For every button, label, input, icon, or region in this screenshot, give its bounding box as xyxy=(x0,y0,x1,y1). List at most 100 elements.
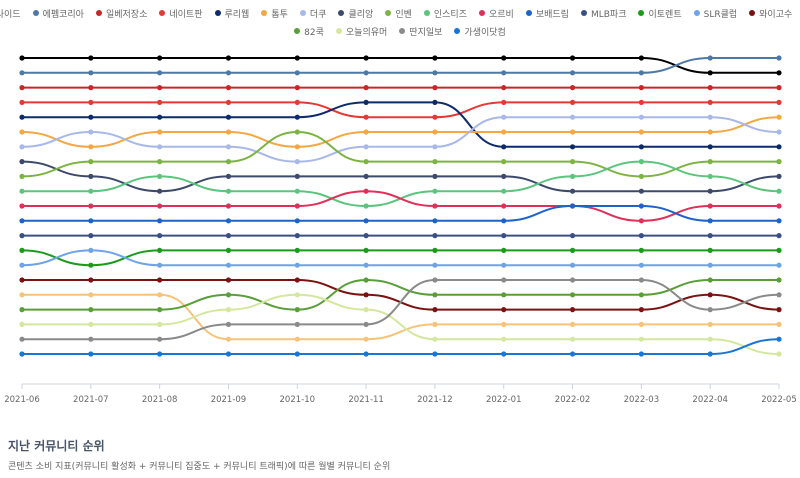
data-point-13-5[interactable] xyxy=(294,233,300,239)
data-point-11-8[interactable] xyxy=(501,203,507,209)
data-point-12-6[interactable] xyxy=(363,218,369,224)
data-point-9-5[interactable] xyxy=(294,129,300,135)
legend-item-13[interactable]: MLB파크 xyxy=(580,7,626,20)
data-point-16-2[interactable] xyxy=(88,277,94,283)
data-point-17-9[interactable] xyxy=(569,321,576,327)
data-point-1-10[interactable] xyxy=(638,55,644,61)
legend-item-20[interactable]: 딴지일보 xyxy=(399,25,442,38)
data-point-7-9[interactable] xyxy=(569,114,576,120)
data-point-18-12[interactable] xyxy=(776,277,782,283)
data-point-4-3[interactable] xyxy=(157,99,163,105)
data-point-12-11[interactable] xyxy=(707,218,713,224)
data-point-19-1[interactable] xyxy=(19,321,25,327)
data-point-21-5[interactable] xyxy=(294,351,300,357)
data-point-9-1[interactable] xyxy=(19,173,25,179)
series-line-8[interactable] xyxy=(21,160,780,193)
data-point-5-5[interactable] xyxy=(294,114,300,120)
data-point-16-5[interactable] xyxy=(294,277,300,283)
legend-item-2[interactable]: 에펨코리아 xyxy=(32,7,84,20)
data-point-14-6[interactable] xyxy=(363,247,369,253)
data-point-11-6[interactable] xyxy=(363,188,369,194)
data-point-7-4[interactable] xyxy=(225,144,232,150)
data-point-20-9[interactable] xyxy=(569,277,576,283)
data-point-9-8[interactable] xyxy=(501,159,507,165)
data-point-15-5[interactable] xyxy=(294,262,300,268)
data-point-19-10[interactable] xyxy=(638,336,644,342)
data-point-2-8[interactable] xyxy=(501,70,507,76)
data-point-21-11[interactable] xyxy=(707,351,713,357)
data-point-17-5[interactable] xyxy=(294,336,300,342)
data-point-13-11[interactable] xyxy=(707,233,713,239)
data-point-19-9[interactable] xyxy=(569,336,576,342)
data-point-12-10[interactable] xyxy=(638,203,644,209)
data-point-5-11[interactable] xyxy=(707,144,713,150)
legend-item-14[interactable]: 이토렌트 xyxy=(638,7,682,20)
data-point-16-7[interactable] xyxy=(432,307,438,313)
series-line-1[interactable] xyxy=(22,57,779,74)
data-point-8-7[interactable] xyxy=(432,173,438,179)
data-point-7-8[interactable] xyxy=(501,114,507,120)
data-point-1-4[interactable] xyxy=(225,55,232,61)
data-point-3-5[interactable] xyxy=(294,85,300,91)
data-point-20-12[interactable] xyxy=(776,292,782,298)
data-point-16-6[interactable] xyxy=(363,292,369,298)
data-point-10-6[interactable] xyxy=(363,203,369,209)
data-point-11-2[interactable] xyxy=(88,203,94,209)
data-point-14-4[interactable] xyxy=(225,247,232,253)
data-point-6-3[interactable] xyxy=(157,129,163,135)
data-point-8-4[interactable] xyxy=(225,173,232,179)
data-point-10-4[interactable] xyxy=(225,188,232,194)
data-point-9-3[interactable] xyxy=(157,159,163,165)
data-point-20-6[interactable] xyxy=(363,321,369,327)
data-point-20-10[interactable] xyxy=(638,277,644,283)
data-point-11-5[interactable] xyxy=(294,203,300,209)
data-point-16-10[interactable] xyxy=(638,307,644,313)
data-point-8-12[interactable] xyxy=(776,173,782,179)
data-point-15-12[interactable] xyxy=(776,262,782,268)
data-point-10-2[interactable] xyxy=(88,188,94,194)
legend-item-21[interactable]: 가생이닷컴 xyxy=(454,25,506,38)
data-point-1-1[interactable] xyxy=(19,55,25,61)
data-point-17-2[interactable] xyxy=(88,292,94,298)
data-point-3-9[interactable] xyxy=(569,85,576,91)
series-line-10[interactable] xyxy=(21,160,780,208)
data-point-14-11[interactable] xyxy=(707,247,713,253)
data-point-11-3[interactable] xyxy=(157,203,163,209)
data-point-7-1[interactable] xyxy=(19,144,25,150)
data-point-10-12[interactable] xyxy=(776,188,782,194)
data-point-7-5[interactable] xyxy=(294,159,300,165)
data-point-21-10[interactable] xyxy=(638,351,644,357)
data-point-16-8[interactable] xyxy=(501,307,507,313)
data-point-20-2[interactable] xyxy=(88,336,94,342)
data-point-20-1[interactable] xyxy=(19,336,25,342)
data-point-19-6[interactable] xyxy=(363,307,369,313)
data-point-21-2[interactable] xyxy=(88,351,94,357)
legend-item-1[interactable]: 디시인사이드 xyxy=(0,7,21,20)
data-point-18-10[interactable] xyxy=(638,292,644,298)
data-point-11-11[interactable] xyxy=(707,203,713,209)
data-point-3-6[interactable] xyxy=(363,85,369,91)
data-point-13-6[interactable] xyxy=(363,233,369,239)
data-point-17-11[interactable] xyxy=(707,321,713,327)
data-point-11-4[interactable] xyxy=(225,203,232,209)
data-point-8-5[interactable] xyxy=(294,173,300,179)
data-point-7-11[interactable] xyxy=(707,114,713,120)
data-point-21-3[interactable] xyxy=(157,351,163,357)
series-line-14[interactable] xyxy=(21,249,779,267)
data-point-11-10[interactable] xyxy=(638,218,644,224)
series-line-7[interactable] xyxy=(21,116,780,163)
data-point-13-2[interactable] xyxy=(88,233,94,239)
data-point-14-9[interactable] xyxy=(569,247,576,253)
data-point-20-8[interactable] xyxy=(501,277,507,283)
data-point-4-4[interactable] xyxy=(225,99,232,105)
data-point-14-10[interactable] xyxy=(638,247,644,253)
data-point-15-3[interactable] xyxy=(157,262,163,268)
data-point-6-12[interactable] xyxy=(776,114,782,120)
data-point-17-1[interactable] xyxy=(19,292,25,298)
data-point-7-7[interactable] xyxy=(432,144,438,150)
data-point-21-9[interactable] xyxy=(569,351,576,357)
data-point-8-8[interactable] xyxy=(501,173,507,179)
data-point-11-1[interactable] xyxy=(19,203,25,209)
data-point-4-8[interactable] xyxy=(501,99,507,105)
data-point-18-2[interactable] xyxy=(88,307,94,313)
